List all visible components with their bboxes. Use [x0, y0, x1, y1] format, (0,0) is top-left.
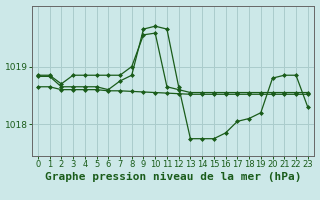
X-axis label: Graphe pression niveau de la mer (hPa): Graphe pression niveau de la mer (hPa) — [44, 172, 301, 182]
